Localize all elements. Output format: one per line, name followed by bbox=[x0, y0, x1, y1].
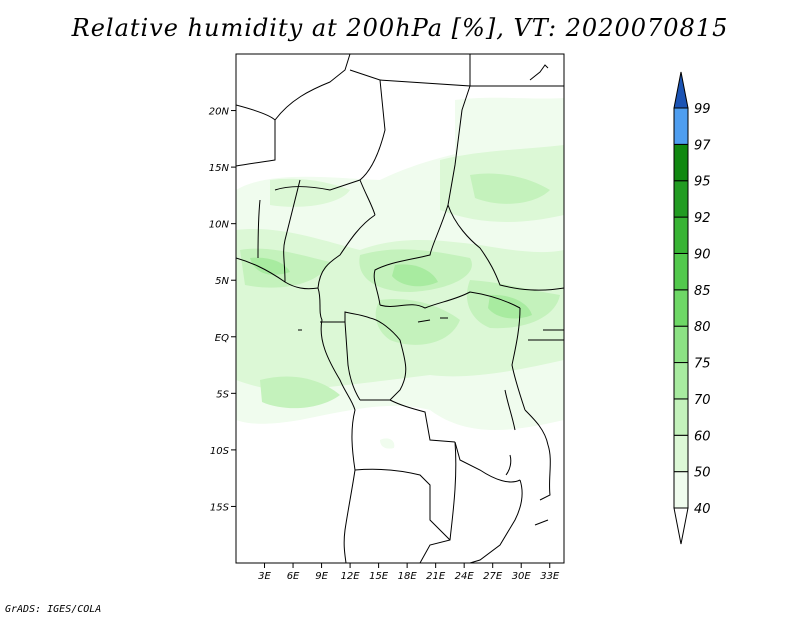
lat-tick-label: 15S bbox=[210, 502, 230, 513]
border-line bbox=[454, 441, 521, 483]
colorbar-label: 92 bbox=[694, 211, 711, 226]
lon-tick-label: 9E bbox=[315, 571, 328, 582]
humidity-contour bbox=[270, 178, 350, 207]
lon-tick-label: 21E bbox=[426, 571, 446, 582]
colorbar-label: 60 bbox=[694, 429, 711, 444]
colorbar-arrow-top bbox=[673, 71, 689, 109]
border-line bbox=[283, 179, 301, 283]
longitude-axis: 3E 6E 9E 12E 15E 18E 21E 24E 27E 30E 33E bbox=[258, 563, 560, 582]
lat-tick-label: 10N bbox=[209, 220, 230, 231]
lat-tick-label: 20N bbox=[209, 107, 230, 118]
colorbar-label: 70 bbox=[694, 393, 711, 408]
grads-credit: GrADS: IGES/COLA bbox=[5, 604, 102, 615]
lon-tick-label: 3E bbox=[258, 571, 271, 582]
border-line bbox=[504, 389, 516, 431]
border-line bbox=[360, 317, 407, 401]
border-line bbox=[447, 204, 564, 291]
colorbar-segment bbox=[673, 143, 689, 182]
border-line bbox=[344, 321, 361, 401]
border-line bbox=[379, 291, 521, 309]
colorbar-label: 99 bbox=[694, 102, 711, 117]
colorbar-segment bbox=[673, 289, 689, 327]
lon-tick-label: 33E bbox=[540, 571, 560, 582]
colorbar-label: 97 bbox=[694, 138, 711, 153]
humidity-contour bbox=[470, 173, 550, 204]
colorbar-segment bbox=[673, 362, 689, 400]
lon-tick-label: 6E bbox=[287, 571, 300, 582]
colorbar-label: 50 bbox=[694, 466, 711, 481]
border-line bbox=[469, 54, 564, 87]
border-line bbox=[257, 199, 261, 259]
lon-tick-label: 12E bbox=[341, 571, 361, 582]
border-line bbox=[469, 479, 523, 563]
colorbar-arrow-bottom bbox=[673, 507, 689, 545]
lat-tick-label: 5N bbox=[215, 276, 229, 287]
lon-tick-label: 18E bbox=[398, 571, 418, 582]
colorbar-label: 85 bbox=[694, 284, 711, 299]
border-line bbox=[505, 454, 512, 476]
colorbar: 40 50 60 70 75 80 85 90 92 95 97 99 bbox=[673, 71, 711, 545]
lon-tick-label: 30E bbox=[512, 571, 532, 582]
border-line bbox=[419, 441, 457, 563]
colorbar-segment bbox=[673, 107, 689, 145]
colorbar-segment bbox=[673, 252, 689, 291]
colorbar-segment bbox=[673, 398, 689, 436]
map-title: Relative humidity at 200hPa [%], VT: 202… bbox=[71, 14, 729, 42]
colorbar-segment bbox=[673, 434, 689, 473]
border-line bbox=[534, 519, 549, 526]
lat-tick-label: 10S bbox=[210, 446, 230, 457]
border-line bbox=[379, 79, 471, 206]
border-line bbox=[349, 69, 386, 216]
colorbar-label: 80 bbox=[694, 320, 711, 335]
border-line bbox=[417, 319, 431, 323]
humidity-contour bbox=[548, 379, 564, 393]
humidity-contour bbox=[380, 438, 395, 449]
colorbar-segment bbox=[673, 325, 689, 364]
colorbar-label: 90 bbox=[694, 247, 711, 262]
colorbar-label: 40 bbox=[694, 502, 711, 517]
border-line bbox=[236, 257, 356, 563]
border-line bbox=[511, 307, 526, 411]
lon-tick-label: 15E bbox=[369, 571, 389, 582]
lon-tick-label: 27E bbox=[483, 571, 503, 582]
lat-tick-label: 15N bbox=[209, 163, 230, 174]
humidity-contour bbox=[488, 294, 532, 319]
colorbar-segment bbox=[673, 471, 689, 509]
humidity-field bbox=[236, 97, 564, 449]
border-line bbox=[317, 214, 376, 289]
border-line bbox=[274, 179, 361, 191]
border-line bbox=[354, 468, 451, 541]
colorbar-label: 75 bbox=[694, 357, 711, 372]
border-line bbox=[373, 204, 449, 306]
latitude-axis: 20N 15N 10N 5N EQ 5S 10S 15S bbox=[209, 107, 236, 513]
border-line bbox=[236, 104, 276, 167]
border-line bbox=[524, 409, 551, 501]
colorbar-segment bbox=[673, 180, 689, 218]
humidity-contour bbox=[260, 376, 340, 409]
humidity-contour bbox=[375, 299, 460, 345]
border-line bbox=[389, 399, 456, 443]
border-line bbox=[320, 311, 371, 323]
lat-tick-label: 5S bbox=[216, 389, 229, 400]
humidity-contour bbox=[250, 257, 290, 275]
country-borders bbox=[236, 54, 564, 563]
lon-tick-label: 24E bbox=[455, 571, 475, 582]
colorbar-label: 95 bbox=[694, 175, 711, 190]
lat-tick-label: EQ bbox=[215, 333, 229, 344]
coast-line bbox=[529, 64, 549, 81]
humidity-contour bbox=[392, 264, 438, 287]
border-line bbox=[274, 54, 351, 121]
colorbar-segment bbox=[673, 216, 689, 254]
map-frame bbox=[235, 53, 565, 564]
